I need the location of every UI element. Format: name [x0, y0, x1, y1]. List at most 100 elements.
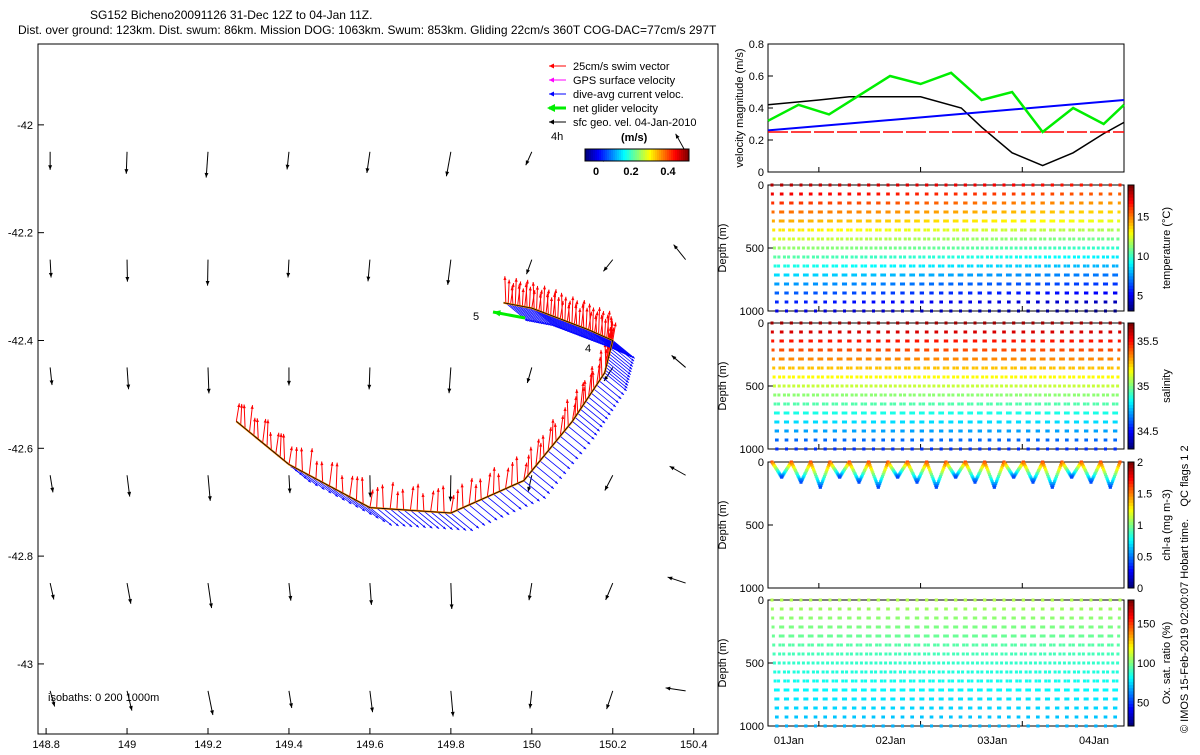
map-cbar-cell	[627, 149, 629, 161]
profile-point	[902, 707, 905, 710]
profile-point	[801, 358, 804, 361]
profile-point	[1062, 635, 1065, 638]
map-cbar-cell	[587, 149, 589, 161]
profile-point	[972, 635, 975, 638]
profile-point	[859, 635, 862, 638]
profile-point	[962, 635, 965, 638]
profile-point	[904, 635, 907, 638]
profile-point	[908, 662, 911, 665]
profile-point	[787, 265, 790, 268]
profile-point	[1093, 412, 1096, 415]
profile-point	[1083, 671, 1086, 674]
oxygen-cbar-cell	[1128, 682, 1134, 686]
swim-vector-head	[515, 278, 518, 282]
swim-vector	[417, 484, 418, 511]
profile-point	[785, 439, 788, 442]
profile-point	[1085, 439, 1088, 442]
profile-point	[1066, 283, 1069, 286]
profile-point	[1070, 476, 1073, 479]
profile-point	[901, 448, 904, 451]
profile-point	[1087, 394, 1090, 397]
swim-vector-head	[437, 488, 440, 492]
oxygen-cbar-cell	[1128, 704, 1134, 708]
profile-point	[868, 608, 871, 611]
chla-cbar-cell	[1128, 566, 1134, 570]
profile-point	[913, 376, 916, 379]
profile-point	[1006, 274, 1009, 277]
profile-point	[1013, 617, 1016, 620]
profile-point	[1061, 340, 1064, 343]
profile-point	[1047, 689, 1050, 692]
profile-point	[887, 193, 890, 196]
profile-point	[807, 376, 810, 379]
profile-point	[998, 716, 1001, 719]
profile-point	[1115, 698, 1118, 701]
profile-point	[807, 229, 810, 232]
profile-point	[821, 238, 824, 241]
profile-point	[880, 394, 883, 397]
salinity-cbar-cell	[1128, 402, 1134, 406]
profile-point	[932, 265, 935, 268]
profile-point	[801, 229, 804, 232]
profile-point	[1063, 385, 1066, 388]
profile-point	[945, 608, 948, 611]
profile-point	[894, 662, 897, 665]
profile-point	[1090, 617, 1093, 620]
profile-point	[844, 292, 847, 295]
profile-point	[811, 653, 814, 656]
profile-point	[1095, 698, 1098, 701]
profile-point	[893, 671, 896, 674]
profile-point	[1018, 707, 1021, 710]
profile-point	[776, 430, 779, 433]
map-cbar-cell	[631, 149, 633, 161]
profile-point	[1101, 376, 1104, 379]
profile-point	[854, 689, 857, 692]
map-cbar-cell	[675, 149, 677, 161]
profile-point	[815, 283, 818, 286]
profile-point	[845, 394, 848, 397]
profile-point	[813, 689, 816, 692]
profile-point	[956, 376, 959, 379]
profile-point	[1038, 689, 1041, 692]
profile-point	[825, 265, 828, 268]
profile-point	[909, 680, 912, 683]
profile-point	[978, 725, 981, 728]
profile-point	[996, 689, 999, 692]
profile-point	[819, 322, 822, 325]
profile-point	[806, 680, 809, 683]
profile-point	[1038, 412, 1041, 415]
profile-point	[844, 412, 847, 415]
profile-point	[1014, 229, 1017, 232]
profile-point	[919, 412, 922, 415]
map-cbar-cell	[653, 149, 655, 161]
profile-point	[916, 599, 919, 602]
profile-point	[956, 644, 959, 647]
profile-point	[811, 367, 814, 370]
profile-point	[855, 247, 858, 250]
profile-point	[791, 349, 794, 352]
profile-point	[822, 680, 825, 683]
profile-point	[890, 265, 893, 268]
profile-point	[977, 680, 980, 683]
profile-point	[885, 229, 888, 232]
profile-point	[1022, 322, 1025, 325]
profile-point	[808, 635, 811, 638]
profile-point	[1017, 310, 1020, 313]
profile-point	[1107, 229, 1110, 232]
profile-point	[1032, 193, 1035, 196]
profile-point	[1111, 247, 1114, 250]
profile-point	[856, 644, 859, 647]
profile-point	[912, 689, 915, 692]
profile-point	[1028, 283, 1031, 286]
dac-vector	[536, 466, 558, 484]
profile-point	[897, 340, 900, 343]
profile-point	[996, 412, 999, 415]
swim-vector-head	[539, 443, 542, 447]
profile-point	[846, 376, 849, 379]
profile-point	[1105, 698, 1108, 701]
profile-point	[775, 310, 778, 313]
profile-point	[984, 626, 987, 629]
profile-point	[912, 403, 915, 406]
profile-point	[1019, 671, 1022, 674]
sfc-vector-head	[445, 171, 449, 176]
